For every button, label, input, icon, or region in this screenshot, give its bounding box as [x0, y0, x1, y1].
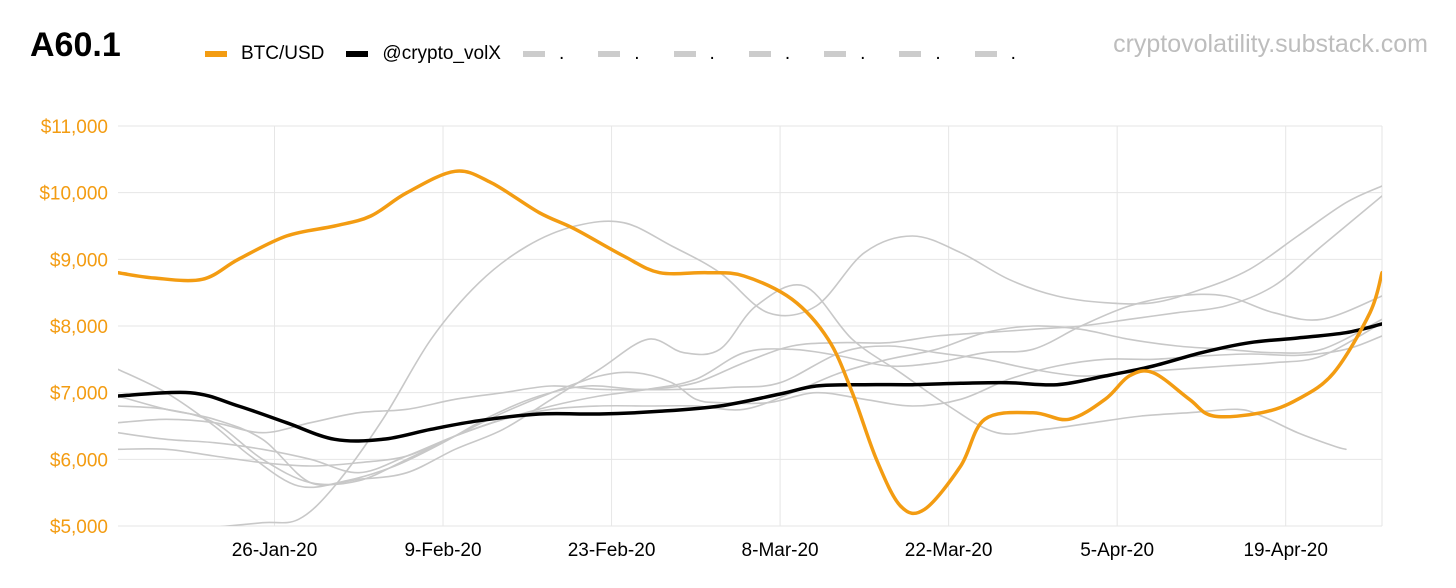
series-line-gray-5	[118, 293, 1382, 474]
y-tick-label: $5,000	[50, 517, 108, 538]
legend-label-btc: BTC/USD	[241, 43, 325, 64]
series-line-gray-4	[118, 318, 1382, 467]
legend-label-volx: @crypto_volX	[382, 43, 501, 64]
x-tick-label: 23-Feb-20	[568, 540, 656, 561]
legend-label-gray: .	[709, 43, 715, 64]
series-line-gray-1	[118, 321, 1382, 489]
legend-item-gray: .	[522, 43, 565, 65]
series-line-btc-usd	[118, 169, 1382, 516]
legend-item-gray: .	[974, 43, 1016, 65]
legend-swatch-gray	[598, 51, 621, 57]
legend-item-gray: .	[748, 43, 791, 65]
legend-label-gray: .	[558, 43, 565, 64]
x-tick-label: 5-Apr-20	[1080, 540, 1154, 561]
y-tick-label: $11,000	[41, 117, 108, 138]
series-line-gray-3	[118, 195, 1382, 434]
legend-label-gray: .	[860, 43, 866, 64]
series-line-crypto-volx	[118, 322, 1382, 443]
chart-title: A60.1	[30, 26, 121, 64]
legend-swatch-gray	[748, 51, 771, 57]
legend-label-gray: .	[784, 43, 791, 64]
legend-label-gray: .	[1010, 43, 1016, 64]
legend-label-gray: .	[634, 43, 640, 64]
legend-swatch-gray	[673, 51, 696, 57]
x-tick-label: 8-Mar-20	[742, 540, 819, 561]
x-tick-label: 22-Mar-20	[905, 540, 993, 561]
source-credit: cryptovolatility.substack.com	[1113, 30, 1428, 58]
legend-item-gray: .	[598, 43, 640, 65]
legend-swatch-gray	[824, 51, 847, 57]
x-tick-label: 19-Apr-20	[1243, 540, 1328, 561]
legend-item-gray: .	[899, 43, 941, 65]
legend-item-btc: BTC/USD	[205, 43, 324, 65]
legend: BTC/USD @crypto_volX . . . . . . .	[205, 40, 1050, 68]
legend-gray-group: . . . . . . .	[522, 43, 1050, 65]
x-tick-label: 9-Feb-20	[404, 540, 481, 561]
legend-item-volx: @crypto_volX	[346, 43, 501, 65]
legend-swatch-gray	[899, 51, 922, 57]
series-line-gray-2	[118, 335, 1382, 486]
legend-label-gray: .	[935, 43, 941, 64]
y-tick-label: $10,000	[39, 184, 108, 205]
legend-swatch-btc	[205, 51, 227, 57]
legend-item-gray: .	[824, 43, 865, 65]
y-tick-label: $7,000	[50, 384, 108, 405]
legend-item-gray: .	[673, 43, 715, 65]
y-tick-label: $8,000	[50, 317, 108, 338]
legend-swatch-gray	[522, 51, 545, 57]
y-tick-label: $9,000	[50, 250, 108, 271]
legend-swatch-volx	[346, 51, 369, 57]
series-line-gray-7	[219, 185, 1382, 526]
y-tick-label: $6,000	[50, 450, 108, 471]
legend-swatch-gray	[974, 51, 997, 57]
x-tick-label: 26-Jan-20	[232, 540, 318, 561]
